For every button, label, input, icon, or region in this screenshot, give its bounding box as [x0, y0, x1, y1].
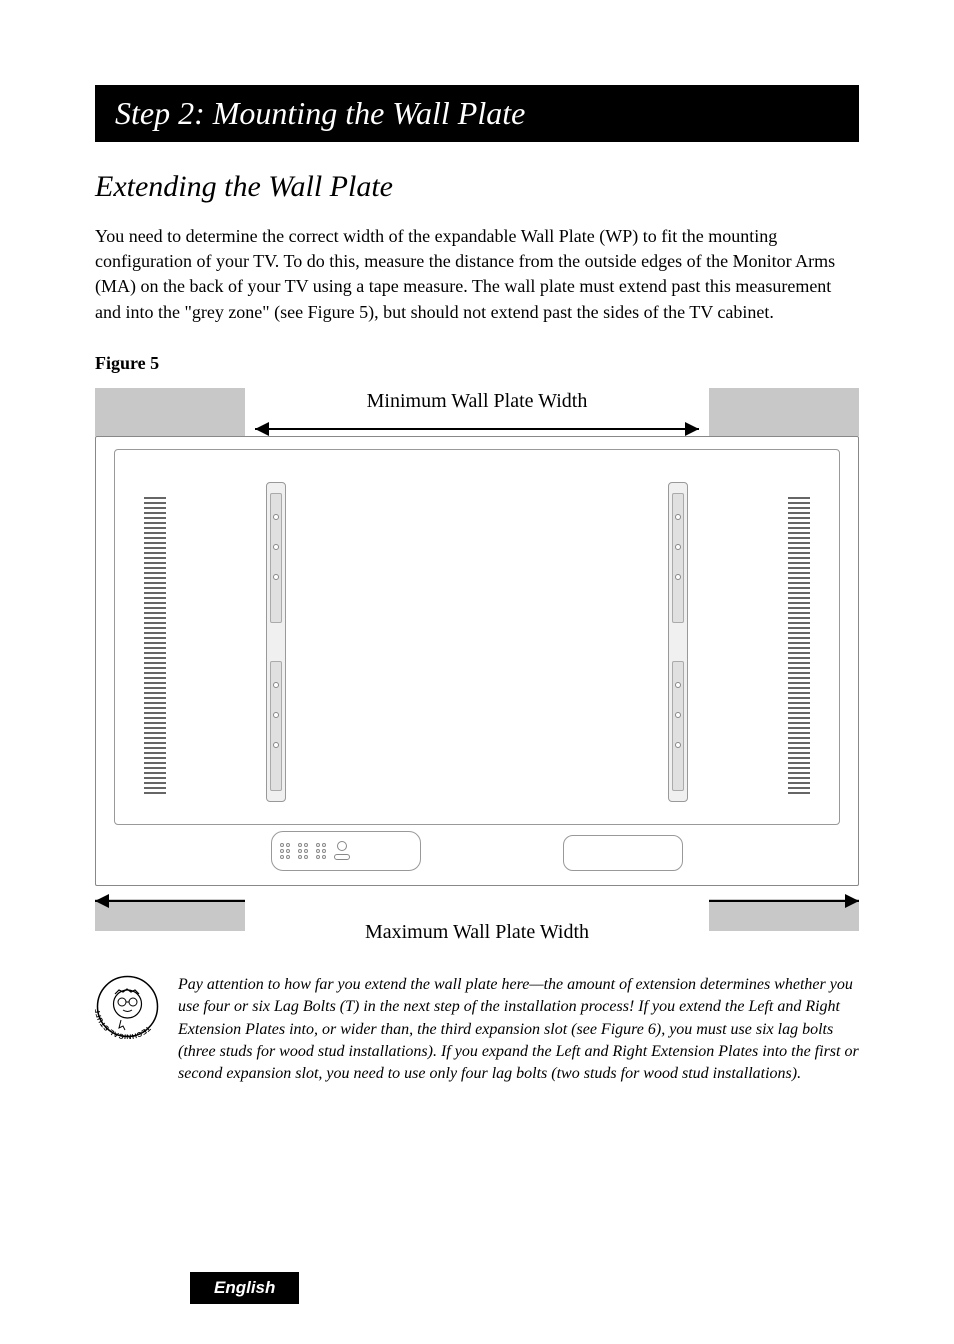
figure-bottom-row: Maximum Wall Plate Width: [95, 886, 859, 944]
figure-label: Figure 5: [95, 353, 859, 374]
step-header: Step 2: Mounting the Wall Plate: [95, 85, 859, 142]
arm-hole: [273, 742, 279, 748]
subheading: Extending the Wall Plate: [95, 170, 859, 204]
grey-zone-top-right: [709, 388, 859, 436]
min-width-arrow-left: [255, 422, 269, 436]
arm-hole: [273, 712, 279, 718]
technical-note: TECHNICAL STUFF Pay attention to how far…: [95, 974, 859, 1086]
arm-hole: [675, 742, 681, 748]
arm-segment: [270, 661, 282, 791]
grey-zone-bottom-right: [709, 899, 859, 931]
technical-stuff-icon: TECHNICAL STUFF: [95, 974, 160, 1039]
max-width-arrow-right: [845, 894, 859, 908]
arm-segment: [270, 493, 282, 623]
figure-5: Minimum Wall Plate Width: [95, 388, 859, 944]
max-width-arrow-left: [95, 894, 109, 908]
monitor-arm-left: [266, 482, 286, 802]
port-grid: [280, 843, 290, 859]
arm-hole: [273, 544, 279, 550]
figure-top-row: Minimum Wall Plate Width: [95, 388, 859, 436]
tv-inner-frame: [114, 449, 840, 825]
arm-hole: [675, 712, 681, 718]
arm-hole: [675, 574, 681, 580]
port-grid: [316, 843, 326, 859]
arm-hole: [273, 514, 279, 520]
port-circle: [337, 841, 347, 851]
body-paragraph: You need to determine the correct width …: [95, 224, 859, 325]
max-width-zone: Maximum Wall Plate Width: [245, 886, 709, 944]
connector-panel-right: [563, 835, 683, 871]
min-width-label: Minimum Wall Plate Width: [245, 390, 709, 413]
port-column: [334, 841, 350, 860]
arm-hole: [675, 514, 681, 520]
port-grid: [298, 843, 308, 859]
min-width-zone: Minimum Wall Plate Width: [245, 388, 709, 436]
grey-zone-bottom-left: [95, 899, 245, 931]
grey-zone-top-left: [95, 388, 245, 436]
port-slot: [334, 854, 350, 860]
vent-left: [144, 497, 166, 797]
arm-segment: [672, 493, 684, 623]
arm-hole: [273, 682, 279, 688]
svg-text:TECHNICAL STUFF: TECHNICAL STUFF: [95, 1007, 151, 1039]
arm-hole: [273, 574, 279, 580]
min-width-arrow-line: [255, 428, 699, 430]
note-text: Pay attention to how far you extend the …: [178, 974, 859, 1086]
arm-hole: [675, 682, 681, 688]
language-footer: English: [190, 1272, 299, 1304]
tv-back-diagram: [95, 436, 859, 886]
connector-panel-left: [271, 831, 421, 871]
arm-hole: [675, 544, 681, 550]
min-width-arrow-right: [685, 422, 699, 436]
arm-segment: [672, 661, 684, 791]
max-width-label: Maximum Wall Plate Width: [245, 921, 709, 944]
vent-right: [788, 497, 810, 797]
monitor-arm-right: [668, 482, 688, 802]
